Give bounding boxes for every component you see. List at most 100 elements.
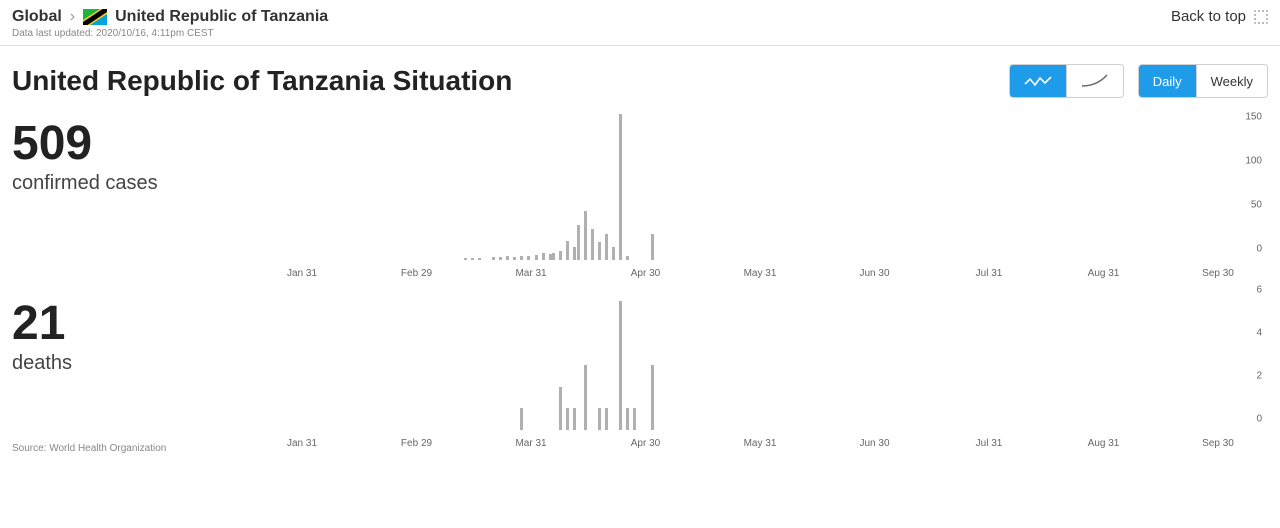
chart-bar — [535, 255, 538, 260]
chart-bar — [612, 247, 615, 260]
deaths-row: 21 deaths 0246 Jan 31Feb 29Mar 31Apr 30M… — [12, 290, 1268, 460]
scale-toggle — [1009, 64, 1124, 98]
content: 509 confirmed cases 0 50 100 150 Jan 31 Feb … — [0, 110, 1280, 460]
deaths-y-axis: 0246 — [1220, 290, 1268, 430]
chart-bar — [559, 251, 562, 260]
back-to-top-label: Back to top — [1171, 8, 1246, 25]
y-tick: 0 — [1256, 414, 1262, 425]
x-tick: Jul 31 — [976, 268, 1003, 279]
x-tick: Jun 30 — [859, 268, 889, 279]
chart-bar — [527, 256, 530, 260]
chart-bar — [626, 256, 629, 260]
x-tick: May 31 — [744, 438, 777, 449]
chart-bar — [520, 408, 523, 430]
deaths-chart-area — [302, 290, 1218, 430]
x-tick: Feb 29 — [401, 438, 432, 449]
x-tick: Jun 30 — [859, 438, 889, 449]
breadcrumb-wrap: Global › United Republic of Tanzania Dat… — [12, 8, 328, 39]
chevron-right-icon: › — [70, 8, 75, 26]
cases-chart: 050100150 Jan 31Feb 29Mar 31Apr 30May 31… — [302, 110, 1268, 290]
chart-bar — [559, 387, 562, 430]
header-row: United Republic of Tanzania Situation Da… — [0, 46, 1280, 110]
chart-bar — [605, 408, 608, 430]
chart-bar — [591, 229, 594, 260]
cases-total: 509 — [12, 120, 302, 168]
chart-bar — [513, 257, 516, 260]
chart-bar — [619, 114, 622, 260]
y-tick: 4 — [1256, 327, 1262, 338]
chart-bar — [598, 408, 601, 430]
period-weekly-button[interactable]: Weekly — [1196, 65, 1267, 97]
x-tick: Jan 31 — [287, 268, 317, 279]
breadcrumb-root[interactable]: Global — [12, 8, 62, 26]
flag-icon — [83, 9, 107, 25]
chart-bar — [506, 256, 509, 260]
x-tick: Sep 30 — [1202, 268, 1234, 279]
chart-bar — [492, 257, 495, 260]
x-tick: Jul 31 — [976, 438, 1003, 449]
chart-bar — [573, 408, 576, 430]
page-title: United Republic of Tanzania Situation — [12, 65, 512, 97]
cases-row: 509 confirmed cases 0 50 100 150 Jan 31 Feb … — [12, 110, 1268, 290]
period-toggle: Daily Weekly — [1138, 64, 1268, 98]
deaths-stat: 21 deaths — [12, 290, 302, 375]
x-tick: Apr 30 — [631, 268, 660, 279]
x-tick: Mar 31 — [515, 438, 546, 449]
chart-bar — [651, 234, 654, 260]
chart-bar — [542, 253, 545, 260]
y-tick: 150 — [1245, 111, 1262, 122]
period-daily-button[interactable]: Daily — [1139, 65, 1196, 97]
chart-bar — [499, 257, 502, 260]
y-tick: 6 — [1256, 284, 1262, 295]
chart-bar — [651, 365, 654, 430]
y-tick: 50 — [1251, 199, 1262, 210]
chart-bar — [584, 211, 587, 260]
chart-bar — [584, 365, 587, 430]
chart-bar — [566, 241, 569, 260]
chart-bar — [552, 253, 555, 260]
cases-stat: 509 confirmed cases — [12, 110, 302, 195]
deaths-chart: 0246 Jan 31Feb 29Mar 31Apr 30May 31Jun 3… — [302, 290, 1268, 460]
chart-bar — [633, 408, 636, 430]
cases-chart-area — [302, 110, 1218, 260]
chart-bar — [520, 256, 523, 260]
x-tick: Mar 31 — [515, 268, 546, 279]
y-tick: 100 — [1245, 155, 1262, 166]
chart-bar — [619, 301, 622, 430]
x-tick: Aug 31 — [1088, 438, 1120, 449]
back-to-top-button[interactable]: Back to top — [1171, 8, 1268, 25]
scale-log-button[interactable] — [1066, 65, 1123, 97]
log-icon — [1081, 74, 1109, 88]
x-tick: Feb 29 — [401, 268, 432, 279]
y-tick: 0 — [1256, 244, 1262, 255]
chart-bar — [626, 408, 629, 430]
controls: Daily Weekly — [1009, 64, 1268, 98]
chart-bar — [566, 408, 569, 430]
topbar: Global › United Republic of Tanzania Dat… — [0, 0, 1280, 46]
cases-label: confirmed cases — [12, 172, 302, 195]
chart-bar — [471, 258, 474, 260]
x-tick: Sep 30 — [1202, 438, 1234, 449]
last-updated: Data last updated: 2020/10/16, 4:11pm CE… — [12, 28, 328, 39]
x-tick: Jan 31 — [287, 438, 317, 449]
deaths-label: deaths — [12, 352, 302, 375]
chart-bar — [598, 242, 601, 260]
scale-linear-button[interactable] — [1010, 65, 1066, 97]
linear-icon — [1024, 74, 1052, 88]
back-to-top-icon — [1254, 10, 1268, 24]
deaths-x-axis: Jan 31Feb 29Mar 31Apr 30May 31Jun 30Jul … — [302, 438, 1218, 452]
cases-x-axis: Jan 31Feb 29Mar 31Apr 30May 31Jun 30Jul … — [302, 268, 1218, 282]
y-tick: 2 — [1256, 370, 1262, 381]
x-tick: Aug 31 — [1088, 268, 1120, 279]
deaths-total: 21 — [12, 300, 302, 348]
chart-bar — [577, 225, 580, 260]
chart-bar — [478, 258, 481, 260]
x-tick: Apr 30 — [631, 438, 660, 449]
source-label: Source: World Health Organization — [12, 443, 166, 454]
breadcrumb-current: United Republic of Tanzania — [115, 8, 328, 26]
chart-bar — [605, 234, 608, 260]
breadcrumb: Global › United Republic of Tanzania — [12, 8, 328, 26]
x-tick: May 31 — [744, 268, 777, 279]
cases-y-axis: 0 50 100 150 — [1220, 110, 1268, 260]
chart-bar — [464, 258, 467, 260]
